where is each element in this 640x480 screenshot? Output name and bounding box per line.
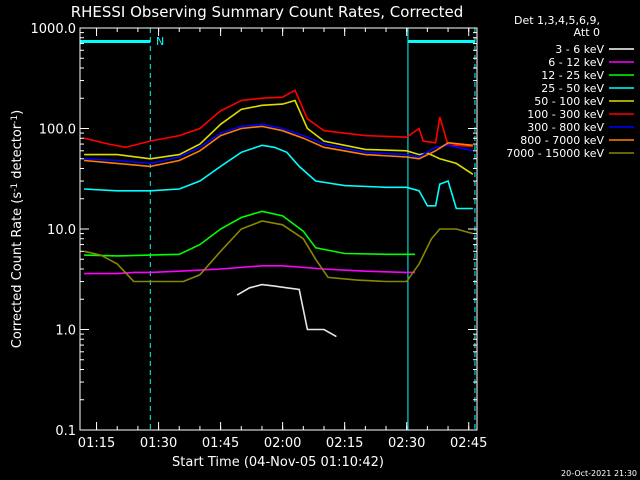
legend-header-0: Det 1,3,4,5,6,9,: [514, 14, 600, 27]
series-line-0: [236, 283, 337, 338]
x-tick-label-4: 02:15: [326, 436, 363, 451]
series-line-7: [84, 125, 473, 168]
legend-label-2: 12 - 25 keV: [541, 69, 604, 82]
series-line-2: [84, 210, 415, 257]
x-tick-label-6: 02:45: [450, 436, 487, 451]
legend-header-1: Att 0: [574, 26, 600, 39]
x-tick-label-3: 02:00: [264, 436, 301, 451]
n-marker: N: [156, 35, 164, 48]
legend-label-5: 100 - 300 keV: [527, 108, 604, 121]
y-tick-label-1: 1.0: [55, 324, 76, 339]
legend-label-0: 3 - 6 keV: [555, 43, 604, 56]
legend-label-1: 6 - 12 keV: [548, 56, 604, 69]
x-tick-label-0: 01:15: [78, 436, 115, 451]
y-tick-label-0: 0.1: [55, 424, 76, 439]
night-bars: [80, 40, 475, 43]
y-axis-ticks: 0.1 1.0 10.0 100.0 1000.0: [31, 22, 477, 439]
x-tick-label-1: 01:30: [140, 436, 177, 451]
y-tick-label-4: 1000.0: [31, 22, 77, 37]
series-line-3: [84, 144, 473, 210]
series-lines: [83, 89, 474, 338]
night-bar-0: [80, 40, 151, 43]
series-line-1: [84, 264, 415, 275]
series-line-8: [83, 220, 474, 283]
y-tick-label-3: 100.0: [39, 123, 76, 138]
chart-title: RHESSI Observing Summary Count Rates, Co…: [71, 3, 464, 21]
legend-label-3: 25 - 50 keV: [541, 82, 604, 95]
series-line-5: [83, 89, 473, 149]
legend-label-7: 800 - 7000 keV: [520, 134, 604, 147]
y-axis-label: Corrected Count Rate (s-1 detector-1): [10, 110, 25, 348]
night-bar-1: [407, 40, 475, 43]
x-tick-label-5: 02:30: [388, 436, 425, 451]
legend-label-6: 300 - 800 keV: [527, 121, 604, 134]
y-tick-label-2: 10.0: [47, 223, 76, 238]
timestamp: 20-Oct-2021 21:30: [561, 469, 637, 478]
x-tick-label-2: 01:45: [202, 436, 239, 451]
x-axis-ticks: 01:15 01:30 01:45 02:00 02:15 02:30 02:45: [78, 28, 487, 451]
legend-label-4: 50 - 100 keV: [534, 95, 604, 108]
series-line-6: [84, 123, 474, 165]
legend-label-8: 7000 - 15000 keV: [506, 147, 604, 160]
x-axis-label: Start Time (04-Nov-05 01:10:42): [172, 455, 384, 470]
